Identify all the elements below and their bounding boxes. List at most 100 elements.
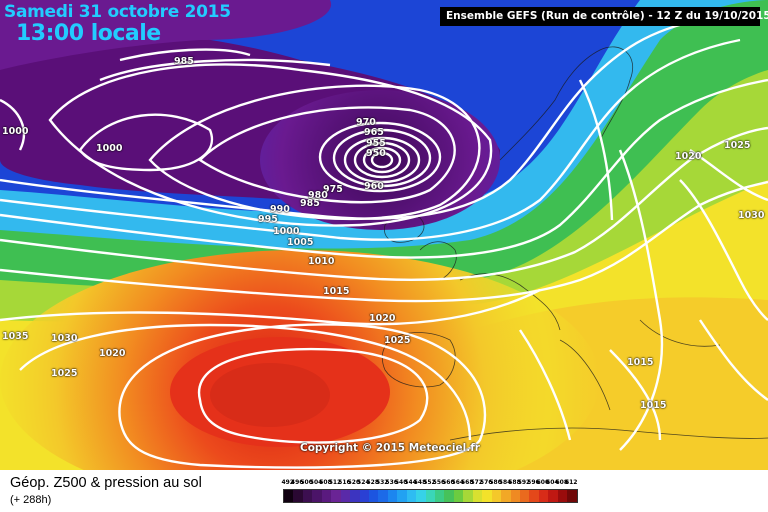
scale-swatch bbox=[312, 490, 322, 502]
scale-swatch bbox=[557, 490, 568, 502]
scale-swatch bbox=[529, 490, 539, 502]
scale-swatch bbox=[302, 490, 313, 502]
scale-label: 512 bbox=[328, 479, 342, 486]
scale-label: 524 bbox=[357, 479, 370, 486]
scale-label: 496 bbox=[290, 479, 304, 486]
scale-swatch bbox=[350, 490, 360, 502]
forecast-map: Samedi 31 octobre 2015 13:00 locale Ense… bbox=[0, 0, 768, 470]
scale-swatch bbox=[482, 490, 492, 502]
scale-label: 548 bbox=[413, 479, 427, 486]
scale-swatch bbox=[331, 490, 341, 502]
isobar-label: 1000 bbox=[273, 226, 300, 237]
scale-label: 492 bbox=[281, 479, 294, 486]
forecast-date: Samedi 31 octobre 2015 bbox=[4, 2, 231, 22]
scale-label: 576 bbox=[479, 479, 493, 486]
scale-label: 596 bbox=[527, 479, 540, 486]
scale-label: 516 bbox=[338, 479, 351, 486]
isobar-label: 1020 bbox=[675, 151, 702, 162]
copyright-notice: Copyright © 2015 Meteociel.fr bbox=[300, 442, 480, 454]
forecast-time: 13:00 locale bbox=[16, 21, 161, 46]
scale-swatch bbox=[548, 490, 558, 502]
scale-label: 556 bbox=[432, 479, 446, 486]
scale-swatch bbox=[435, 490, 445, 502]
scale-label: 580 bbox=[489, 479, 502, 486]
isobar-label: 1030 bbox=[738, 210, 765, 221]
scale-label: 500 bbox=[300, 479, 313, 486]
color-scale-bar bbox=[283, 489, 578, 503]
isobar-label: 975 bbox=[323, 184, 343, 195]
forecast-lead-time: (+ 288h) bbox=[10, 494, 52, 506]
scale-label: 572 bbox=[470, 479, 483, 486]
scale-label: 564 bbox=[451, 479, 465, 486]
scale-swatch bbox=[444, 490, 454, 502]
scale-swatch bbox=[453, 490, 464, 502]
isobar-label: 1020 bbox=[369, 313, 396, 324]
scale-swatch bbox=[519, 490, 530, 502]
isobar-label: 955 bbox=[366, 138, 386, 149]
isobar-label: 1015 bbox=[640, 400, 667, 411]
scale-label: 612 bbox=[564, 479, 578, 486]
isobar-label: 1015 bbox=[627, 357, 654, 368]
isobar-label: 990 bbox=[270, 204, 290, 215]
scale-label: 544 bbox=[404, 479, 417, 486]
scale-swatch bbox=[491, 490, 502, 502]
scale-swatch bbox=[406, 490, 417, 502]
scale-label: 540 bbox=[394, 479, 408, 486]
scale-swatch bbox=[472, 490, 483, 502]
isobar-label: 1010 bbox=[308, 256, 335, 267]
isobar-label: 1030 bbox=[51, 333, 78, 344]
legend-bar: Géop. Z500 & pression au sol (+ 288h) 49… bbox=[0, 470, 768, 512]
scale-label: 588 bbox=[508, 479, 521, 486]
isobar-label: 995 bbox=[258, 214, 278, 225]
scale-swatch bbox=[567, 490, 577, 502]
isobar-label: 950 bbox=[366, 148, 386, 159]
map-canvas bbox=[0, 0, 768, 470]
scale-swatch bbox=[510, 490, 520, 502]
isobar-label: 960 bbox=[364, 181, 384, 192]
isobar-label: 1020 bbox=[99, 348, 126, 359]
scale-swatch bbox=[463, 490, 473, 502]
isobar-label: 1025 bbox=[384, 335, 411, 346]
high-inner bbox=[210, 363, 330, 427]
isobar-label: 970 bbox=[356, 117, 376, 128]
scale-label: 532 bbox=[375, 479, 389, 486]
scale-swatch bbox=[387, 490, 398, 502]
scale-swatch bbox=[538, 490, 549, 502]
map-title: Géop. Z500 & pression au sol bbox=[10, 475, 202, 491]
scale-swatch bbox=[416, 490, 426, 502]
isobar-label: 1000 bbox=[2, 126, 29, 137]
scale-label: 584 bbox=[498, 479, 512, 486]
isobar-label: 1005 bbox=[287, 237, 314, 248]
scale-swatch bbox=[293, 490, 303, 502]
low-core bbox=[260, 90, 500, 230]
scale-label: 520 bbox=[347, 479, 361, 486]
scale-swatch bbox=[501, 490, 511, 502]
isobars bbox=[0, 18, 768, 469]
zone-violet-nw bbox=[0, 0, 332, 70]
run-info-box: Ensemble GEFS (Run de contrôle) - 12 Z d… bbox=[440, 7, 768, 26]
isobar-label: 1025 bbox=[51, 368, 78, 379]
scale-label: 592 bbox=[517, 479, 531, 486]
scale-label: 552 bbox=[423, 479, 436, 486]
scale-label: 504 bbox=[309, 479, 323, 486]
isobar-label: 985 bbox=[300, 198, 320, 209]
isobar-label: 980 bbox=[308, 190, 328, 201]
isobar-label: 985 bbox=[174, 56, 194, 67]
scale-label: 560 bbox=[442, 479, 455, 486]
isobar-label: 1025 bbox=[724, 140, 751, 151]
coastlines bbox=[381, 46, 768, 441]
scale-swatch bbox=[425, 490, 435, 502]
scale-label: 536 bbox=[385, 479, 398, 486]
scale-swatch bbox=[321, 490, 332, 502]
isobar-label: 1035 bbox=[2, 331, 29, 342]
isobar-label: 1015 bbox=[323, 286, 350, 297]
scale-swatch bbox=[284, 490, 294, 502]
scale-swatch bbox=[378, 490, 388, 502]
scale-swatch bbox=[397, 490, 407, 502]
scale-label: 608 bbox=[555, 479, 569, 486]
scale-label: 568 bbox=[461, 479, 474, 486]
scale-label: 604 bbox=[546, 479, 559, 486]
scale-label: 528 bbox=[366, 479, 380, 486]
scale-swatch bbox=[340, 490, 351, 502]
scale-swatch bbox=[359, 490, 369, 502]
